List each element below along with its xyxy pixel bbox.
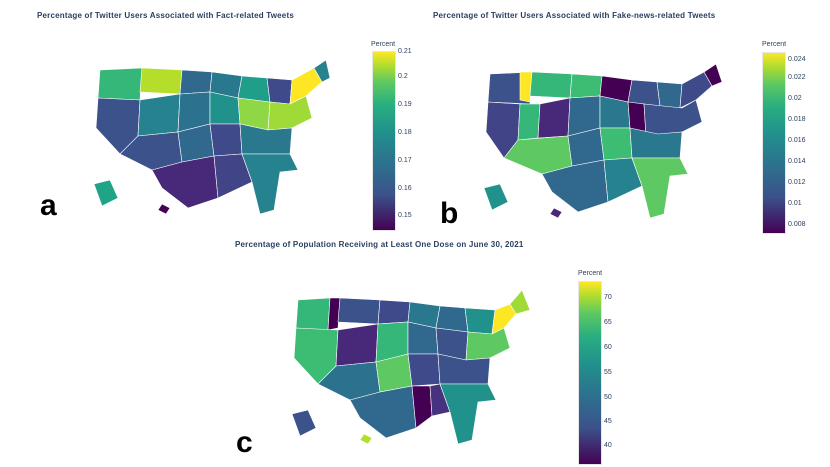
colorbar-b [762,52,786,234]
colorbar-tick-c-2: 60 [604,344,612,351]
colorbar-tick-b-5: 0.014 [788,158,806,165]
choropleth-map-c [291,289,531,445]
colorbar-c [578,281,602,465]
colorbar-tick-c-1: 65 [604,319,612,326]
colorbar-tick-b-6: 0.012 [788,179,806,186]
colorbar-tick-a-4: 0.17 [398,157,412,164]
colorbar-tick-b-7: 0.01 [788,200,802,207]
colorbar-tick-b-3: 0.018 [788,116,806,123]
colorbar-tick-b-2: 0.02 [788,95,802,102]
colorbar-tick-a-1: 0.2 [398,73,408,80]
panel-label-c: c [236,426,253,459]
colorbar-title-c: Percent [578,270,603,277]
colorbar-tick-a-0: 0.21 [398,48,412,55]
colorbar-tick-c-0: 70 [604,294,612,301]
colorbar-tick-a-5: 0.16 [398,185,412,192]
colorbar-tick-a-6: 0.15 [398,212,412,219]
colorbar-tick-c-5: 45 [604,418,612,425]
choropleth-map-b [483,63,723,219]
colorbar-tick-b-4: 0.016 [788,137,806,144]
colorbar-tick-c-6: 40 [604,442,612,449]
map-title-c: Percentage of Population Receiving at Le… [235,240,524,249]
colorbar-title-a: Percent [371,41,396,48]
colorbar-tick-c-4: 50 [604,394,612,401]
panel-label-a: a [40,189,57,222]
colorbar-tick-a-2: 0.19 [398,101,412,108]
colorbar-tick-a-3: 0.18 [398,129,412,136]
colorbar-a [372,51,396,231]
panel-label-b: b [440,197,459,230]
colorbar-tick-b-1: 0.022 [788,74,806,81]
colorbar-title-b: Percent [762,41,787,48]
map-title-b: Percentage of Twitter Users Associated w… [433,11,716,20]
colorbar-tick-b-0: 0.024 [788,56,806,63]
colorbar-tick-c-3: 55 [604,369,612,376]
map-title-a: Percentage of Twitter Users Associated w… [37,11,294,20]
choropleth-map-a [93,59,331,215]
colorbar-tick-b-8: 0.008 [788,221,806,228]
